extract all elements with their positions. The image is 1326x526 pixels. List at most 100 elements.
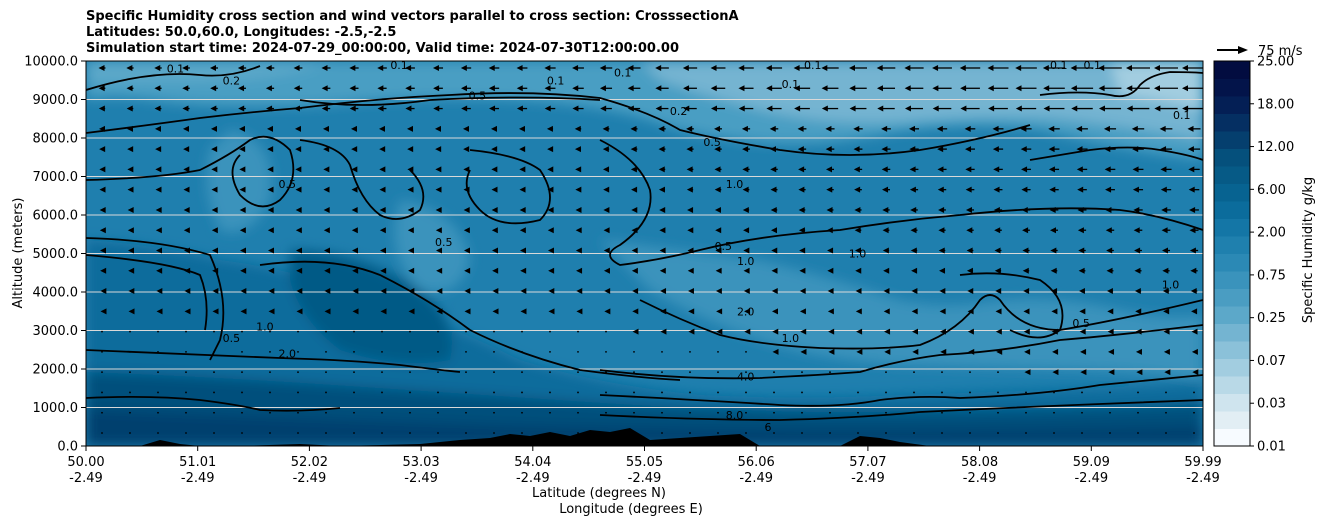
wind-arrow	[715, 227, 722, 234]
wind-arrow	[876, 85, 896, 92]
wind-arrow	[547, 166, 554, 173]
wind-arrow	[605, 432, 607, 434]
wind-arrow	[575, 206, 582, 213]
wind-arrow	[157, 371, 159, 374]
wind-arrow	[1154, 105, 1178, 112]
wind-arrow	[324, 288, 331, 295]
wind-arrow	[631, 247, 638, 254]
wind-arrow	[715, 247, 722, 254]
wind-arrow	[491, 227, 498, 234]
wind-arrow	[714, 146, 722, 153]
wind-arrow	[240, 288, 247, 295]
wind-arrow	[940, 348, 947, 355]
wind-arrow	[745, 371, 747, 374]
wind-arrow	[661, 391, 663, 394]
wind-arrow	[488, 65, 500, 71]
wind-arrow	[1022, 267, 1030, 274]
wind-arrow	[987, 65, 1009, 71]
wind-arrow	[742, 206, 750, 213]
wind-arrow	[269, 432, 271, 434]
wind-arrow	[1076, 166, 1088, 173]
wind-arrow	[521, 411, 523, 414]
y-tick-label: 0.0	[57, 440, 78, 455]
contour-label: 6	[765, 421, 772, 434]
colorbar-band	[1214, 306, 1250, 324]
wind-arrow	[157, 432, 159, 434]
wind-arrow	[1051, 288, 1058, 295]
wind-arrow	[435, 146, 442, 153]
wind-arrow	[241, 411, 243, 414]
contour-label: 0.5	[223, 332, 241, 345]
wind-arrow	[210, 85, 218, 92]
wind-arrow	[351, 125, 357, 132]
contour-label: 1.0	[256, 321, 274, 334]
wind-arrow	[798, 227, 806, 234]
wind-arrow	[883, 288, 890, 295]
x-tick-label-lat: 54.04	[514, 455, 551, 470]
wind-arrow	[1049, 227, 1059, 234]
wind-arrow	[882, 186, 890, 193]
wind-arrow	[997, 371, 999, 374]
wind-arrow	[849, 105, 867, 112]
wind-arrow	[742, 166, 750, 173]
colorbar-band	[1214, 358, 1250, 377]
wind-arrow	[821, 65, 839, 71]
wind-arrow	[241, 330, 243, 333]
wind-arrow	[436, 308, 443, 315]
wind-arrow	[715, 288, 722, 295]
wind-arrow	[687, 288, 694, 295]
contour-line	[86, 395, 341, 412]
wind-arrow	[1193, 391, 1195, 394]
wind-arrow	[1053, 391, 1055, 394]
wind-arrow	[770, 186, 778, 193]
wind-arrow	[965, 206, 975, 213]
wind-arrow	[659, 206, 666, 213]
wind-arrow	[904, 105, 924, 112]
wind-arrow	[881, 125, 891, 132]
wind-arrow	[939, 288, 946, 295]
x-tick-label-lon: -2.49	[963, 471, 997, 486]
wind-arrow	[849, 85, 867, 92]
wind-arrow	[377, 85, 387, 92]
x-tick-label-lon: -2.49	[851, 471, 885, 486]
wind-arrow	[381, 371, 383, 374]
wind-arrow	[631, 206, 638, 213]
wind-arrow	[632, 328, 639, 335]
colorbar-band	[1214, 253, 1250, 272]
wind-arrow	[1137, 411, 1139, 414]
wind-arrow	[269, 391, 271, 394]
wind-arrow	[1021, 206, 1031, 213]
wind-arrow	[1188, 186, 1200, 193]
contour-label: 1.0	[1162, 278, 1180, 291]
wind-arrow	[885, 391, 887, 394]
wind-arrow	[909, 166, 919, 173]
contour-line	[465, 149, 551, 225]
wind-arrow	[549, 432, 551, 434]
wind-arrow	[710, 65, 726, 71]
wind-arrow	[519, 166, 526, 173]
wind-arrow	[213, 432, 215, 434]
x-tick-label-lon: -2.49	[628, 471, 662, 486]
wind-arrow	[913, 411, 915, 414]
wind-arrow	[1160, 146, 1172, 153]
wind-arrow	[884, 348, 891, 355]
wind-arrow	[969, 411, 971, 414]
wind-arrow	[267, 166, 274, 173]
dry-patch-upper-left	[206, 130, 272, 232]
colorbar: 0.01 0.03 0.07 0.25 0.75 2.00 6.00 12.00 18.00 25…	[1213, 55, 1294, 455]
wind-arrow	[405, 105, 415, 112]
wind-arrow	[1135, 308, 1142, 315]
wind-arrow	[660, 328, 667, 335]
x-axis-label-latitude: Latitude (degrees N)	[532, 486, 666, 501]
wind-arrow	[128, 267, 135, 274]
wind-arrow	[461, 85, 471, 92]
wind-arrow	[185, 371, 187, 374]
x-tick-label-lat: 59.09	[1073, 455, 1110, 470]
wind-arrow	[437, 371, 439, 374]
title-line-1: Specific Humidity cross section and wind…	[86, 9, 739, 24]
wind-arrow	[603, 227, 610, 234]
wind-arrow	[184, 288, 191, 295]
wind-arrow	[599, 65, 613, 71]
colorbar-band	[1214, 78, 1250, 97]
wind-arrow	[154, 105, 162, 112]
